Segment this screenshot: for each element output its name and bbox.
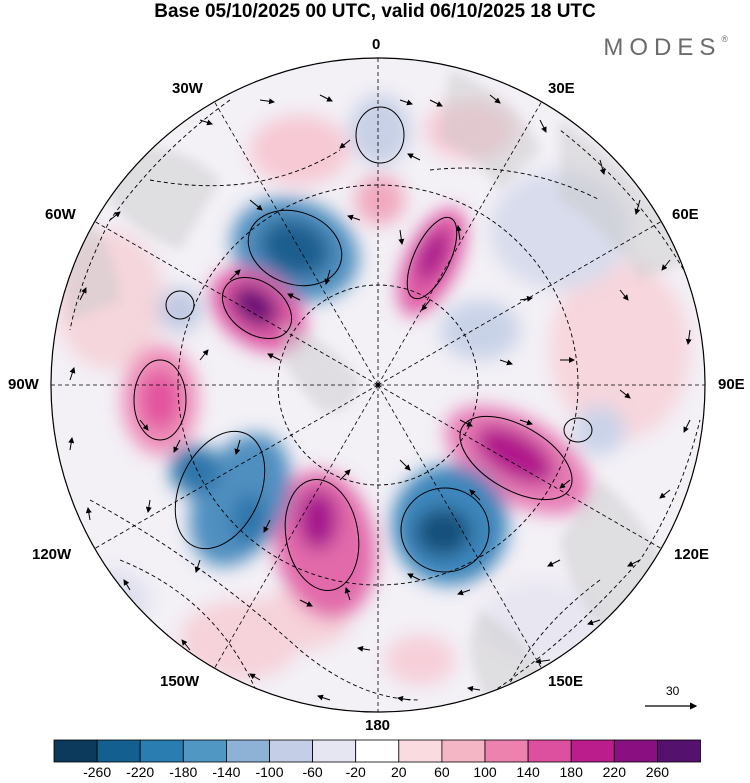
reference-vector-label: 30 [666,684,680,698]
lon-label-180: 180 [365,717,391,734]
lon-label-60w: 60W [45,206,76,223]
graticule [51,58,705,712]
colorbar-swatch [182,739,227,763]
colorbar-swatch [355,739,400,763]
colorbar-tick-label: 260 [645,764,670,780]
map-boundary [50,57,706,713]
lon-label-60e: 60E [672,206,699,223]
wind-vectors [68,94,692,702]
colorbar-tick-label: -100 [255,764,284,780]
colorbar-swatch [570,739,615,763]
modes-logo: MODES® [603,34,728,62]
lon-label-120e: 120E [674,546,710,563]
colorbar-swatch [398,739,443,763]
lon-label-90e: 90E [718,376,745,393]
colorbar-tick-label: -180 [169,764,198,780]
map-title: Base 05/10/2025 00 UTC, valid 06/10/2025… [154,1,596,22]
colorbar-swatch [441,739,486,763]
colorbar-swatch [96,739,141,763]
colorbar-tick-label: 60 [434,764,450,780]
colorbar-tick-label: -260 [83,764,112,780]
lon-label-90w: 90W [8,376,39,393]
colorbar [53,739,701,763]
colorbar-tick-label: 180 [559,764,583,780]
lon-label-150w: 150W [160,673,200,690]
modes-logo-text: MODES [603,34,722,61]
pole-marker [376,383,380,387]
colorbar-tick-label: 220 [602,764,626,780]
lon-label-30w: 30W [172,80,203,97]
lon-label-0: 0 [372,36,381,53]
colorbar-swatch [225,739,270,763]
contours [133,106,593,592]
colorbar-swatch [53,739,98,763]
colorbar-swatch [527,739,572,763]
colorbar-tick-label: -60 [302,764,323,780]
colorbar-swatch [269,739,313,763]
colorbar-swatch [657,739,701,763]
colorbar-swatch [613,739,658,763]
colorbar-tick-label: -140 [212,764,241,780]
lon-label-150e: 150E [548,673,584,690]
colorbar-tick-label: 100 [473,764,497,780]
colorbar-tick-label: -220 [126,764,155,780]
colorbar-tick-label: -20 [345,764,366,780]
colorbar-tick-label: 20 [391,764,407,780]
colorbar-swatch [312,739,357,763]
map-field [51,58,705,712]
lon-label-30e: 30E [548,80,575,97]
colorbar-swatch [484,739,529,763]
lon-label-120w: 120W [32,546,72,563]
colorbar-tick-label: 140 [516,764,540,780]
registered-mark: ® [721,34,728,44]
colorbar-swatch [139,739,184,763]
